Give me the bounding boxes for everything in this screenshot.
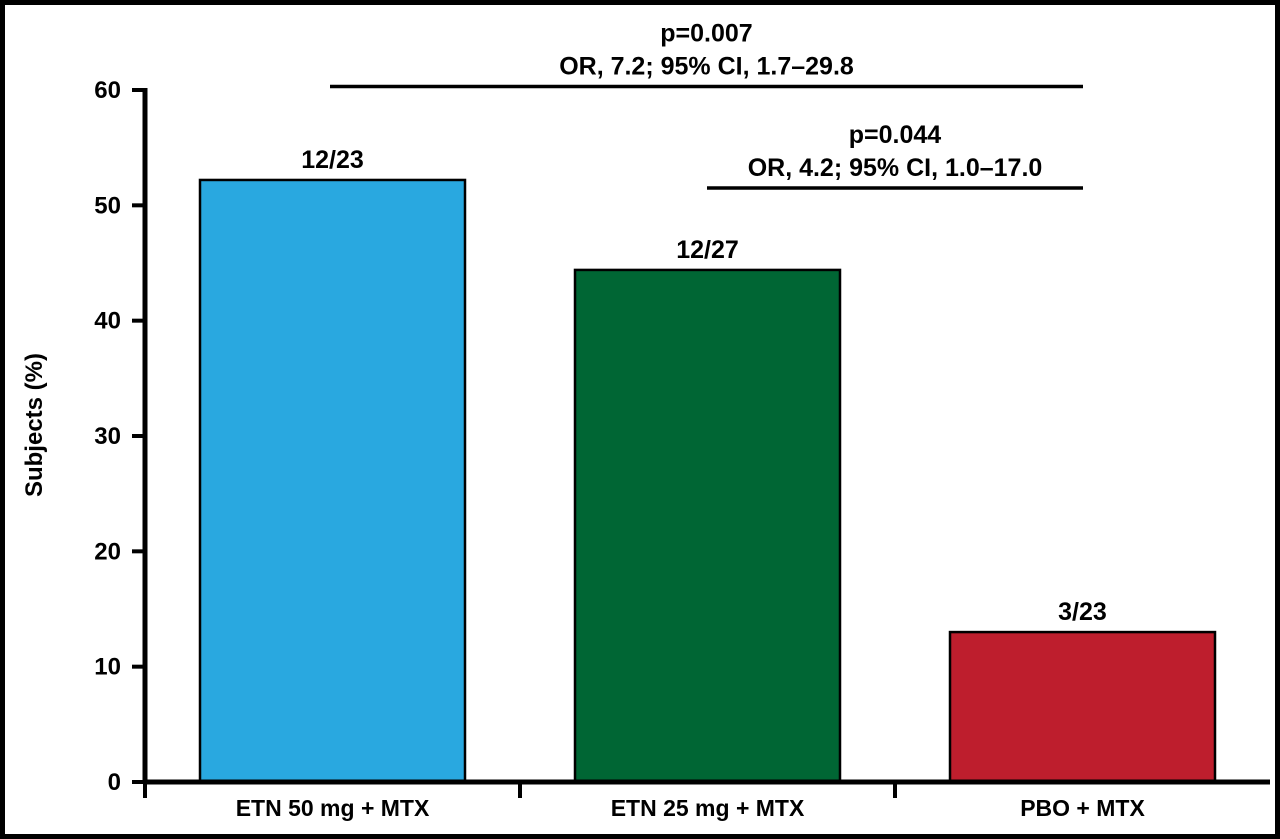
y-tick-label: 30	[94, 423, 121, 450]
bar-value-label: 12/23	[301, 146, 364, 174]
y-tick-label: 0	[108, 769, 121, 796]
y-axis-title: Subjects (%)	[21, 353, 48, 497]
x-category-label: ETN 25 mg + MTX	[611, 795, 805, 821]
y-tick-label: 50	[94, 192, 121, 219]
odds-ratio-label: OR, 7.2; 95% CI, 1.7–29.8	[559, 53, 854, 81]
bar	[198, 178, 467, 784]
y-tick-label: 40	[94, 308, 121, 335]
bar-value-label: 12/27	[676, 236, 739, 264]
bar	[948, 630, 1217, 784]
x-category-label: ETN 50 mg + MTX	[236, 795, 430, 821]
bar	[573, 268, 842, 784]
x-category-label: PBO + MTX	[1020, 795, 1145, 821]
bar-value-label: 3/23	[1058, 598, 1107, 626]
y-tick-label: 10	[94, 654, 121, 681]
p-value-label: p=0.044	[849, 121, 942, 149]
bar-chart: Subjects (%) 12/23 12/27 3/23 0 10 20 30 40 50 6…	[21, 20, 1270, 821]
y-tick-label: 20	[94, 538, 121, 565]
p-value-label: p=0.007	[660, 20, 752, 48]
y-tick-label: 60	[94, 77, 121, 104]
odds-ratio-label: OR, 4.2; 95% CI, 1.0–17.0	[748, 154, 1043, 182]
